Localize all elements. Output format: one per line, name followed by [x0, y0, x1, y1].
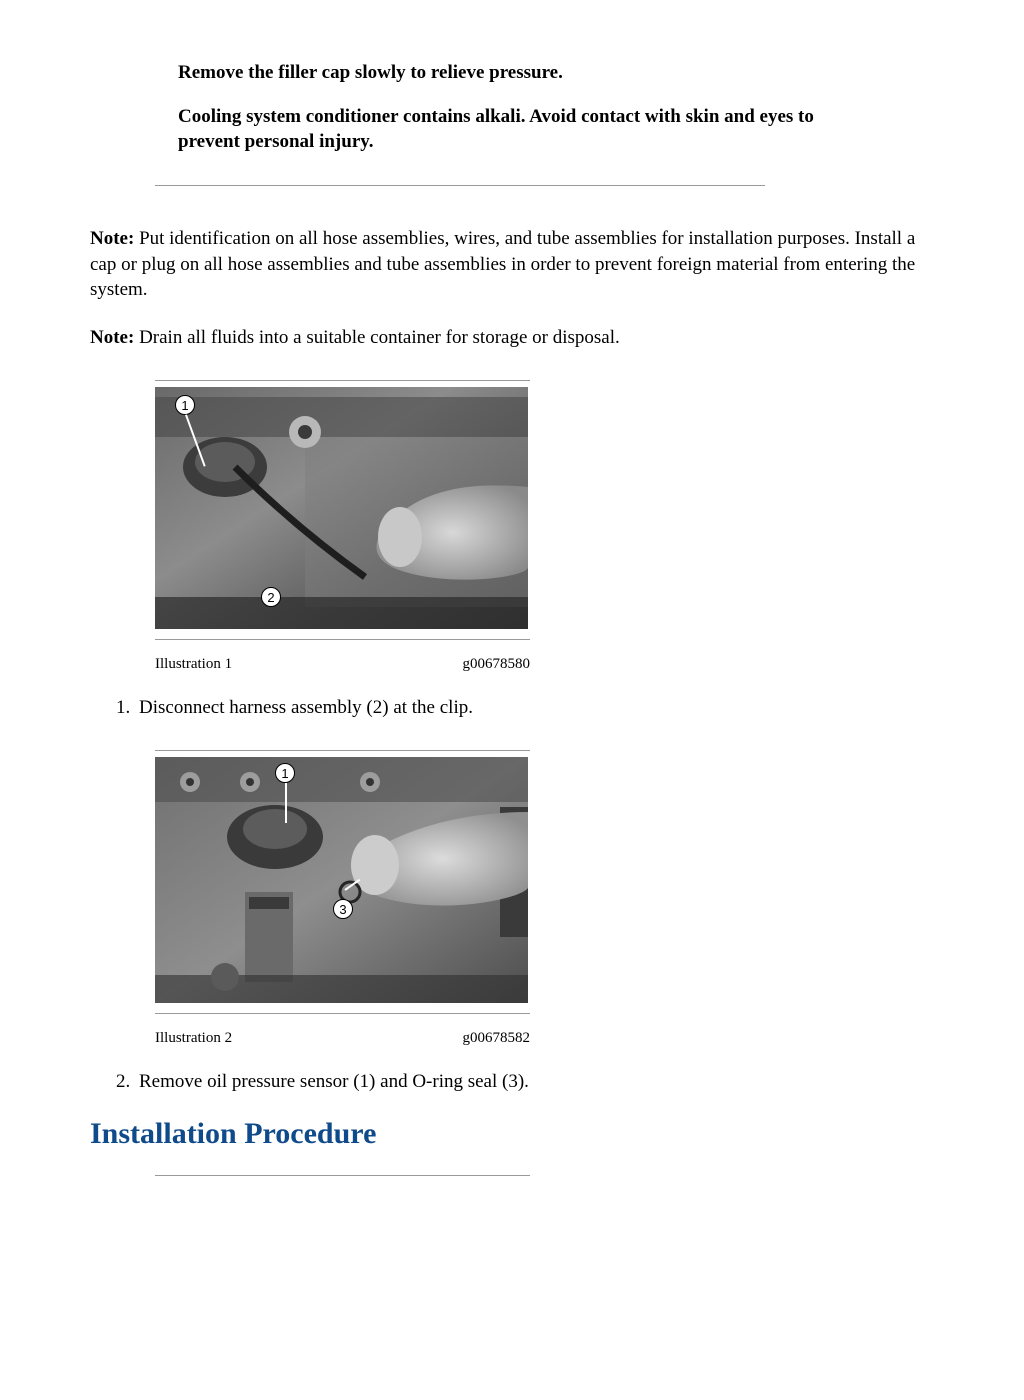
step-list-2: Remove oil pressure sensor (1) and O-rin…	[135, 1069, 934, 1095]
illustration-label: Illustration 2	[155, 1028, 232, 1048]
illustration-label: Illustration 1	[155, 654, 232, 674]
figure-divider-bottom	[155, 639, 530, 640]
illustration-code: g00678582	[463, 1028, 531, 1048]
figure-2-caption: Illustration 2 g00678582	[155, 1028, 530, 1048]
figure-1: 1 2 Illustration 1 g00678580	[155, 380, 530, 674]
divider	[155, 185, 765, 186]
figure-divider-top	[155, 750, 530, 751]
illustration-1-image: 1 2	[155, 387, 528, 629]
note-label: Note:	[90, 327, 134, 348]
engine-photo-2	[155, 757, 528, 1003]
installation-procedure-heading: Installation Procedure	[90, 1114, 934, 1155]
figure-2: 1 3 Illustration 2 g00678582	[155, 750, 530, 1048]
note-label: Note:	[90, 228, 134, 249]
callout-1-line	[285, 783, 287, 823]
warning-line-1: Remove the filler cap slowly to relieve …	[178, 60, 824, 86]
warning-text-block: Remove the filler cap slowly to relieve …	[178, 60, 824, 155]
step-list-1: Disconnect harness assembly (2) at the c…	[135, 695, 934, 721]
figure-1-caption: Illustration 1 g00678580	[155, 654, 530, 674]
illustration-2-image: 1 3	[155, 757, 528, 1003]
illustration-code: g00678580	[463, 654, 531, 674]
figure-divider-top	[155, 1175, 530, 1176]
note-1: Note: Put identification on all hose ass…	[90, 226, 934, 303]
figure-divider-top	[155, 380, 530, 381]
note-2: Note: Drain all fluids into a suitable c…	[90, 325, 934, 351]
warning-line-2: Cooling system conditioner contains alka…	[178, 104, 824, 155]
note-1-text: Put identification on all hose assemblie…	[90, 228, 915, 300]
figure-divider-bottom	[155, 1013, 530, 1014]
note-2-text: Drain all fluids into a suitable contain…	[134, 327, 619, 348]
step-2: Remove oil pressure sensor (1) and O-rin…	[135, 1069, 934, 1095]
figure-3-top	[155, 1175, 530, 1176]
step-1: Disconnect harness assembly (2) at the c…	[135, 695, 934, 721]
